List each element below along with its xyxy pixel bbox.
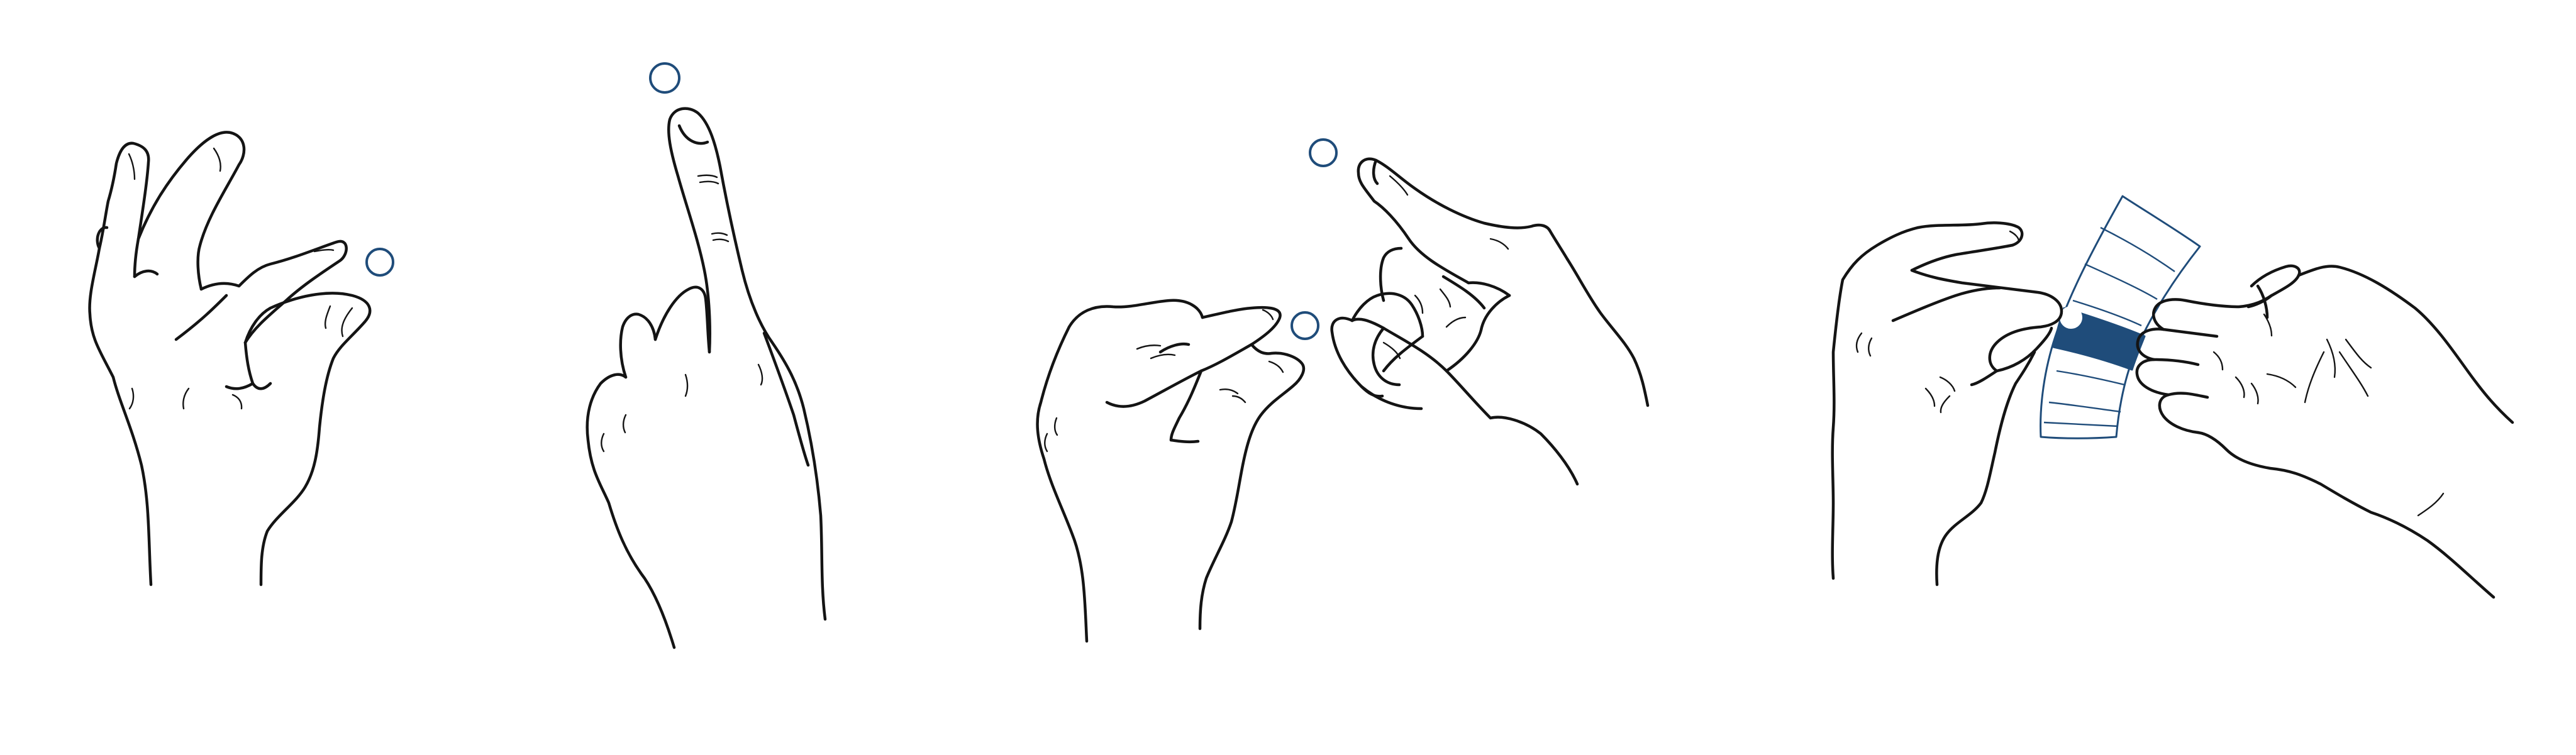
hand-left-holding [1831, 221, 2063, 587]
panel-two-hand-pinch [1036, 138, 1650, 643]
hand-left-pinch [1036, 299, 1306, 643]
touch-point-marker [365, 248, 394, 277]
hand-pointing-finger [586, 107, 827, 649]
touch-point-marker [649, 62, 680, 94]
touch-point-marker [1309, 138, 1338, 167]
hand-right-holding [2135, 264, 2514, 599]
panel-pinch-spread [88, 131, 394, 587]
panel-slide-on-strip [1831, 195, 2514, 599]
hand-right-pinch [1330, 157, 1650, 486]
curved-strip [2040, 195, 2201, 439]
hand-spread-fingers [88, 131, 372, 587]
touch-point-marker [1291, 311, 1319, 340]
touch-point-marker [2060, 306, 2082, 329]
panel-single-finger-point [586, 62, 827, 649]
